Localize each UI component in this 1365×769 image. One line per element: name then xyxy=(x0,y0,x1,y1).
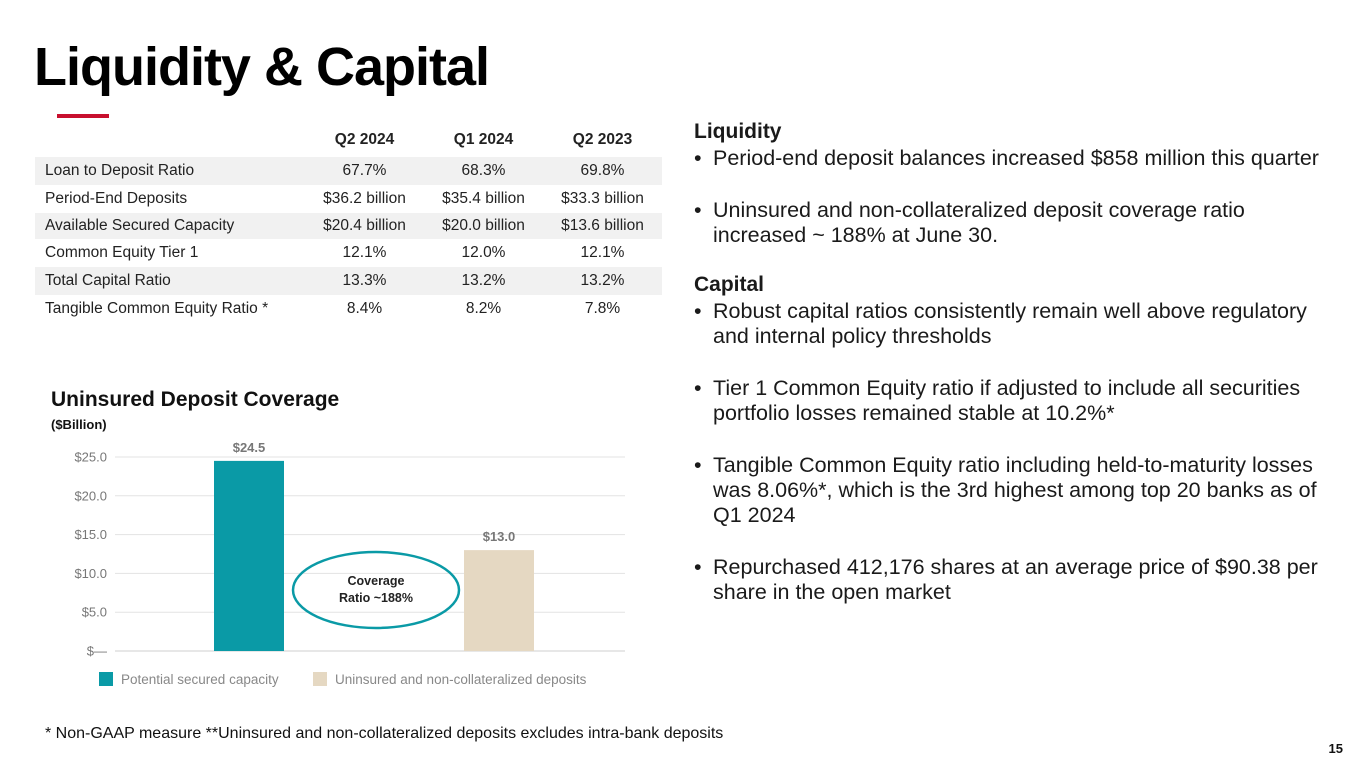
annotation-line: Coverage xyxy=(348,574,405,588)
table-header-blank xyxy=(35,122,305,157)
legend-swatch xyxy=(99,672,113,686)
table-cell: 12.0% xyxy=(461,244,506,261)
row-label: Period-End Deposits xyxy=(45,190,188,207)
bar xyxy=(214,460,284,651)
row-label: Available Secured Capacity xyxy=(35,213,305,239)
table-header-col: Q2 2024 xyxy=(334,130,395,148)
table-cell: $36.2 billion xyxy=(323,190,406,207)
table-cell: 68.3% xyxy=(424,157,543,185)
table-cell: 8.2% xyxy=(465,300,502,317)
metrics-table: Q2 2024 Q1 2024 Q2 2023 Loan to Deposit … xyxy=(35,122,662,323)
annotation-line: Ratio ~188% xyxy=(339,591,413,605)
table-cell: $20.4 billion xyxy=(305,213,424,239)
row-label: Common Equity Tier 1 xyxy=(45,244,199,261)
bullet-item: Robust capital ratios consistently remai… xyxy=(694,299,1334,349)
chart-title: Uninsured Deposit Coverage xyxy=(51,388,340,411)
y-tick-label: $25.0 xyxy=(74,450,107,465)
bullet-item: Repurchased 412,176 shares at an average… xyxy=(694,555,1334,605)
table-header-col: Q2 2023 xyxy=(572,130,633,148)
y-tick-label: $— xyxy=(87,644,107,659)
row-label: Total Capital Ratio xyxy=(35,267,305,295)
page-number: 15 xyxy=(1328,741,1343,756)
table-cell: $35.4 billion xyxy=(442,190,525,207)
y-tick-label: $15.0 xyxy=(74,527,107,542)
commentary-panel: Liquidity Period-end deposit balances in… xyxy=(694,120,1334,605)
bullet-item: Uninsured and non-collateralized deposit… xyxy=(694,198,1334,248)
table-cell: 8.4% xyxy=(346,300,383,317)
table-cell: 7.8% xyxy=(584,300,621,317)
table-cell: 13.2% xyxy=(424,267,543,295)
y-tick-label: $10.0 xyxy=(74,566,107,581)
table-row: Period-End Deposits $36.2 billion $35.4 … xyxy=(35,185,662,213)
table-cell: 13.2% xyxy=(543,267,662,295)
y-tick-label: $20.0 xyxy=(74,488,107,503)
table-cell: 12.1% xyxy=(342,244,387,261)
data-label: $13.0 xyxy=(483,529,516,544)
chart-unit-label: ($Billion) xyxy=(51,417,107,432)
y-tick-label: $5.0 xyxy=(82,605,107,620)
legend-label: Uninsured and non-collateralized deposit… xyxy=(335,672,587,687)
liquidity-heading: Liquidity xyxy=(694,120,782,143)
bullet-item: Tangible Common Equity ratio including h… xyxy=(694,453,1334,528)
coverage-ratio-ellipse xyxy=(291,550,461,630)
table-cell: 13.3% xyxy=(305,267,424,295)
page-title: Liquidity & Capital xyxy=(34,37,490,97)
legend-swatch xyxy=(313,672,327,686)
data-label: $24.5 xyxy=(233,440,266,455)
bullet-item: Tier 1 Common Equity ratio if adjusted t… xyxy=(694,376,1334,426)
table-header-row: Q2 2024 Q1 2024 Q2 2023 xyxy=(35,122,662,157)
footnote: * Non-GAAP measure **Uninsured and non-c… xyxy=(45,725,724,742)
row-label: Tangible Common Equity Ratio * xyxy=(45,300,269,317)
table-row: Loan to Deposit Ratio 67.7% 68.3% 69.8% xyxy=(35,157,662,185)
table-cell: $13.6 billion xyxy=(543,213,662,239)
table-row: Total Capital Ratio 13.3% 13.2% 13.2% xyxy=(35,267,662,295)
table-cell: 69.8% xyxy=(543,157,662,185)
table-header-col: Q1 2024 xyxy=(453,130,514,148)
coverage-bar-chart: $— $5.0 $10.0 $15.0 $20.0 $25.0 $24.5 $13.0 Cove… xyxy=(74,440,625,687)
bar xyxy=(464,550,534,651)
legend-label: Potential secured capacity xyxy=(121,672,279,687)
table-cell: 67.7% xyxy=(305,157,424,185)
table-row: Available Secured Capacity $20.4 billion… xyxy=(35,213,662,239)
bullet-item: Period-end deposit balances increased $8… xyxy=(694,146,1334,171)
row-label: Loan to Deposit Ratio xyxy=(35,157,305,185)
capital-bullets: Robust capital ratios consistently remai… xyxy=(694,299,1334,605)
title-accent-rule xyxy=(57,114,109,118)
table-cell: $33.3 billion xyxy=(561,190,644,207)
table-cell: 12.1% xyxy=(580,244,625,261)
liquidity-bullets: Period-end deposit balances increased $8… xyxy=(694,146,1334,248)
table-row: Tangible Common Equity Ratio * 8.4% 8.2%… xyxy=(35,295,662,323)
capital-heading: Capital xyxy=(694,273,765,296)
table-cell: $20.0 billion xyxy=(424,213,543,239)
table-row: Common Equity Tier 1 12.1% 12.0% 12.1% xyxy=(35,239,662,267)
